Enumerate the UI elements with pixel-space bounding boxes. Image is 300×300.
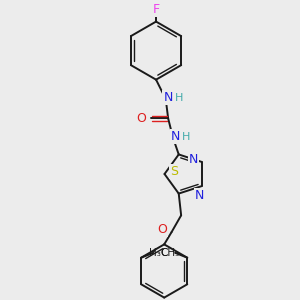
Text: N: N bbox=[189, 153, 198, 166]
Text: O: O bbox=[157, 224, 167, 236]
Text: F: F bbox=[152, 3, 160, 16]
Text: CH₃: CH₃ bbox=[160, 248, 180, 258]
Text: O: O bbox=[136, 112, 146, 125]
Text: H₃C: H₃C bbox=[149, 248, 168, 258]
Text: H: H bbox=[182, 131, 190, 142]
Text: S: S bbox=[170, 165, 178, 178]
Text: N: N bbox=[164, 91, 173, 104]
Text: N: N bbox=[195, 189, 204, 202]
Text: N: N bbox=[171, 130, 180, 143]
Text: H: H bbox=[175, 93, 183, 103]
